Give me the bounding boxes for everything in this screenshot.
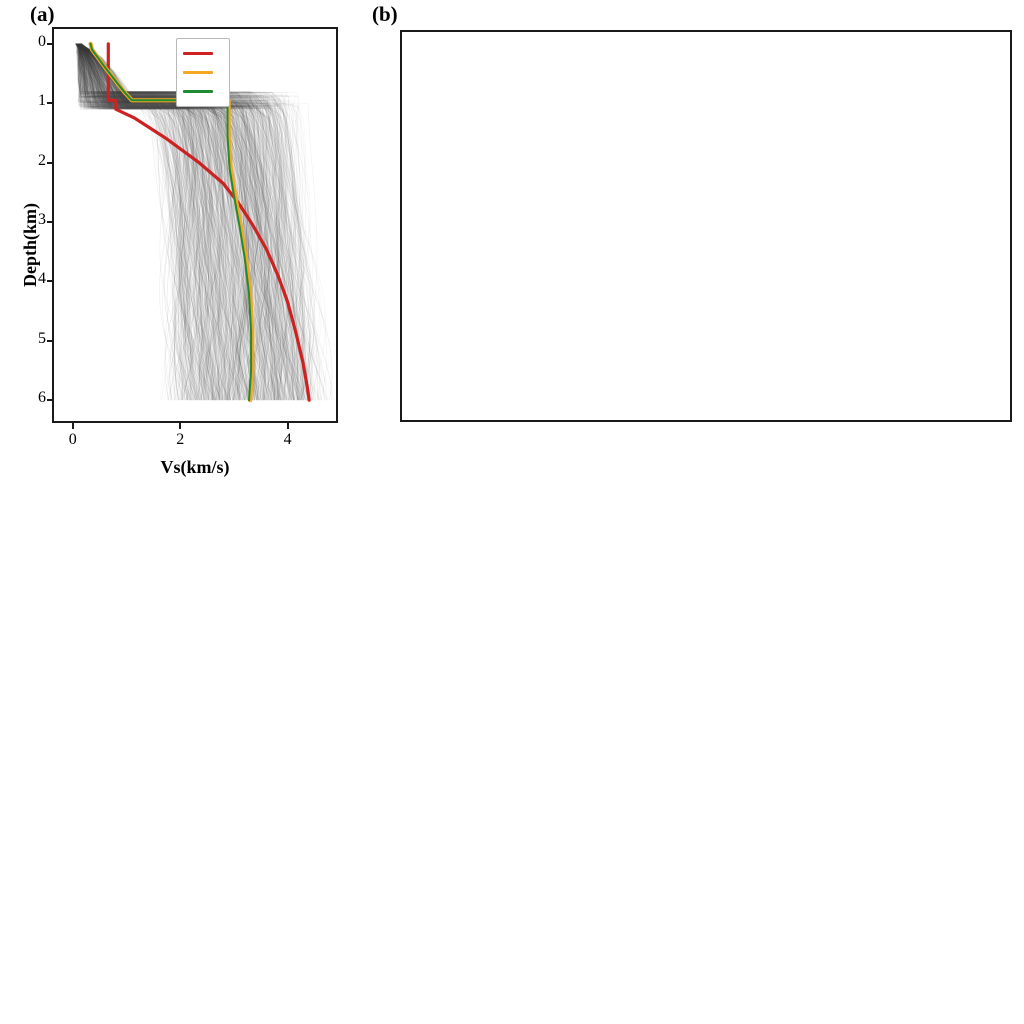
panel-a-ytick-label: 5 [38,329,46,347]
panel-a-ytick [47,161,52,164]
panel-a-ytick-label: 4 [38,270,46,288]
panel-b-plot-area [400,30,1012,422]
panel-a-ytick-label: 3 [38,211,46,229]
legend-item [183,63,221,82]
panel-a-curve-mini-misfit [106,42,311,402]
panel-a-letter: (a) [30,2,55,26]
panel-b-letter: (b) [372,2,398,26]
panel-a-xtick [286,423,289,429]
panel-a-ytick-label: 2 [38,151,46,169]
panel-a-ytick-label: 6 [38,389,46,407]
panel-b-curves [402,32,1010,420]
panel-a-curve-ave-vs-model [89,42,253,402]
ensemble-profiles [75,43,334,401]
legend-swatch-1 [183,71,213,74]
panel-a-xtick-label: 4 [283,431,292,448]
panel-a-legend [176,38,230,107]
panel-a-ylabel: Depth(km) [20,203,40,287]
panel-a-ytick [47,102,52,105]
panel-a-ytick-label: 0 [38,32,46,50]
legend-item [183,82,221,101]
panel-a-ytick [47,221,52,224]
panel-a-curves [75,41,334,403]
panel-a-xtick [71,423,74,429]
panel-a-ytick-label: 1 [38,92,46,110]
panel-a-ytick [47,280,52,283]
panel-a-ytick [47,399,52,402]
panel-a-plot-area [52,27,338,423]
legend-swatch-0 [183,52,213,55]
legend-swatch-2 [183,90,213,93]
panel-a-ytick [47,339,52,342]
panel-a-xtick-label: 0 [68,431,77,448]
panel-a-ytick [47,42,52,45]
panel-a-xtick-label: 2 [176,431,185,448]
panel-a-xtick [179,423,182,429]
panel-a-xlabel: Vs(km/s) [160,457,230,477]
legend-item [183,44,221,63]
